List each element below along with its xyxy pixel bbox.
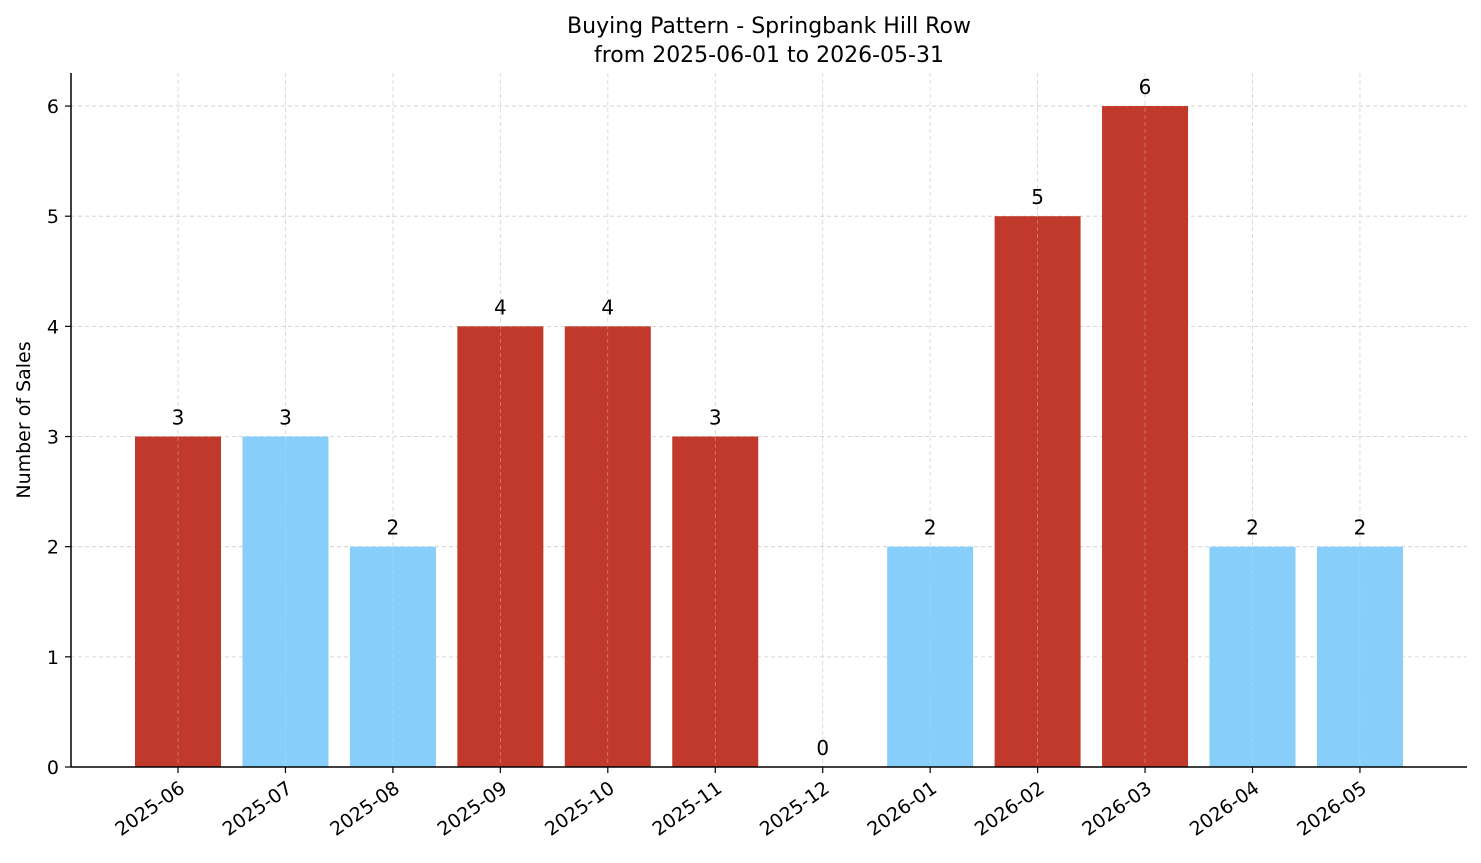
bar-value-label: 2 [1354,516,1367,540]
x-tick-label: 2025-06 [111,777,189,841]
chart-subtitle: from 2025-06-01 to 2026-05-31 [594,43,944,68]
bar-value-label: 3 [709,406,722,430]
bar-value-label: 6 [1139,75,1152,99]
bar-value-label: 2 [1246,516,1259,540]
y-ticks-layer: 0 1 2 3 4 5 6 [47,96,71,779]
bar-value-label: 2 [387,516,400,540]
bar [457,326,544,767]
x-tick-label: 2026-03 [1078,777,1156,841]
y-tick-label: 2 [47,537,59,559]
x-tick-label: 2025-09 [434,777,512,841]
x-tick-label: 2026-04 [1186,777,1264,841]
x-tick-label: 2026-05 [1293,777,1371,841]
bar-value-label: 4 [601,295,614,319]
bar-value-label: 2 [924,516,937,540]
axes-layer [70,73,1467,768]
y-tick-label: 0 [47,757,59,779]
x-tick-label: 2025-12 [756,777,834,841]
bar [1102,106,1189,768]
bar-value-label: 3 [172,406,185,430]
bars-layer [135,73,1403,768]
x-tick-label: 2025-08 [326,777,404,841]
x-tick-label: 2025-10 [541,777,619,841]
chart-title: Buying Pattern - Springbank Hill Row [567,14,971,39]
y-tick-label: 5 [47,206,59,228]
x-ticks-layer: 2025-06 2025-07 2025-08 2025-09 2025-10 2025-… [111,767,1371,841]
y-tick-label: 1 [47,647,59,669]
bar-value-label: 4 [494,295,507,319]
x-tick-label: 2026-02 [971,777,1049,841]
bar-value-label: 5 [1031,185,1044,209]
bar [564,326,651,767]
x-tick-label: 2025-11 [648,777,726,841]
x-tick-label: 2025-07 [219,777,297,841]
y-tick-label: 4 [47,316,59,338]
y-tick-label: 3 [47,427,59,449]
x-tick-label: 2026-01 [863,777,941,841]
bar-value-label: 3 [279,406,292,430]
bar-labels-layer: 3 3 2 4 4 3 0 2 5 6 2 2 [172,75,1367,760]
y-axis-label: Number of Sales [13,341,35,498]
y-tick-label: 6 [47,96,59,118]
bar-value-label: 0 [816,736,829,760]
